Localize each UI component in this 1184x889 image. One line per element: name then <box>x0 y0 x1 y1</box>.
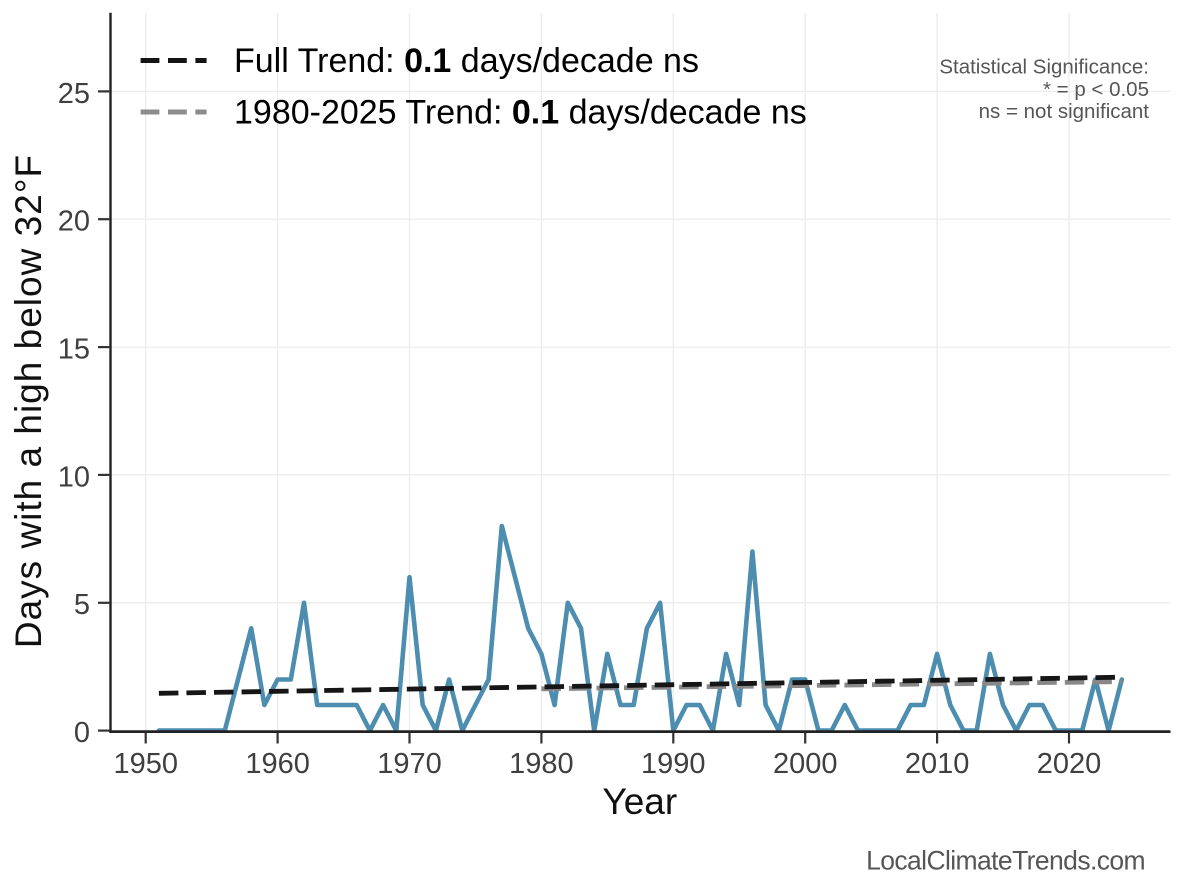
svg-text:1980: 1980 <box>509 748 574 780</box>
svg-text:1970: 1970 <box>377 748 442 780</box>
svg-text:20: 20 <box>58 206 90 238</box>
svg-text:1960: 1960 <box>245 748 310 780</box>
svg-text:Year: Year <box>602 781 677 822</box>
svg-text:2010: 2010 <box>905 748 970 780</box>
svg-text:ns = not significant: ns = not significant <box>979 100 1150 123</box>
svg-text:10: 10 <box>58 461 90 493</box>
svg-text:25: 25 <box>58 78 90 110</box>
svg-text:1950: 1950 <box>113 748 178 780</box>
svg-text:Days with a high below 32°F: Days with a high below 32°F <box>8 154 49 648</box>
svg-text:5: 5 <box>74 589 90 621</box>
svg-text:15: 15 <box>58 334 90 366</box>
svg-text:Statistical Significance:: Statistical Significance: <box>939 56 1149 79</box>
svg-text:1990: 1990 <box>641 748 706 780</box>
svg-text:2000: 2000 <box>773 748 838 780</box>
svg-text:1980-2025 Trend: 0.1 days/deca: 1980-2025 Trend: 0.1 days/decade ns <box>234 93 807 131</box>
svg-text:LocalClimateTrends.com: LocalClimateTrends.com <box>866 846 1145 876</box>
svg-text:2020: 2020 <box>1037 748 1102 780</box>
svg-text:0: 0 <box>74 717 90 749</box>
svg-text:Full Trend: 0.1 days/decade ns: Full Trend: 0.1 days/decade ns <box>234 42 699 80</box>
svg-text:* = p < 0.05: * = p < 0.05 <box>1043 78 1149 101</box>
